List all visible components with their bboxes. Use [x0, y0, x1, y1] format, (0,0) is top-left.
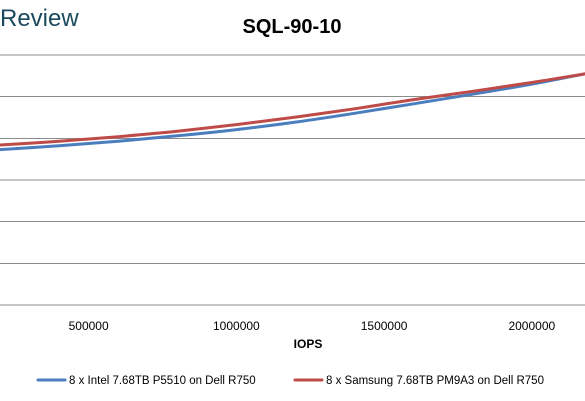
- x-tick-label: 1500000: [361, 319, 408, 333]
- legend: 8 x Intel 7.68TB P5510 on Dell R750 8 x S…: [36, 375, 544, 387]
- series-line-1: [0, 72, 585, 147]
- chart-title: SQL-90-10: [243, 16, 342, 38]
- series-layer: [0, 72, 585, 152]
- legend-item-0: 8 x Intel 7.68TB P5510 on Dell R750: [36, 375, 256, 387]
- legend-label-0: 8 x Intel 7.68TB P5510 on Dell R750: [69, 375, 256, 387]
- brand-logo-text: Review: [0, 5, 79, 32]
- legend-item-1: 8 x Samsung 7.68TB PM9A3 on Dell R750: [293, 375, 544, 387]
- x-tick-label: 2000000: [508, 319, 555, 333]
- x-tick-label: 1000000: [213, 319, 260, 333]
- x-axis-ticks: 500000 1000000 1500000 2000000: [69, 319, 556, 333]
- legend-label-1: 8 x Samsung 7.68TB PM9A3 on Dell R750: [326, 375, 544, 387]
- x-axis-label: IOPS: [294, 337, 323, 351]
- gridlines: [0, 54, 585, 306]
- x-tick-label: 500000: [69, 319, 109, 333]
- series-line-0: [0, 72, 585, 152]
